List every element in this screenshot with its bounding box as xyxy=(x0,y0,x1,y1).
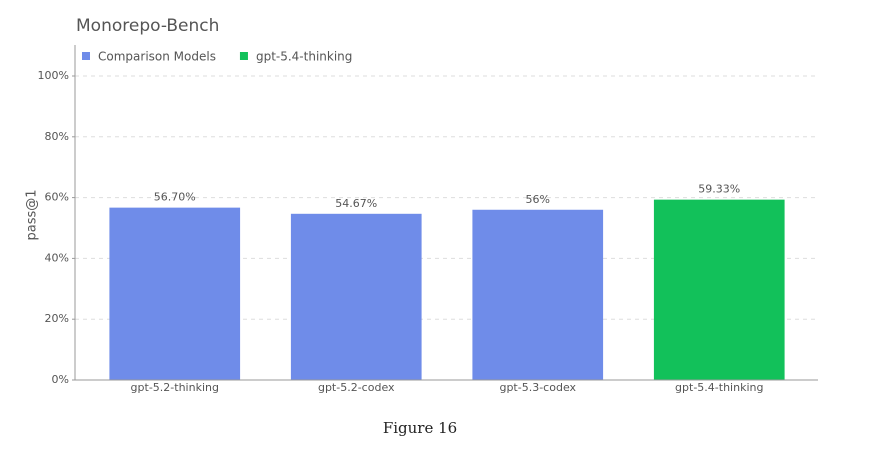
legend-swatch xyxy=(82,52,90,60)
value-label: 59.33% xyxy=(698,183,740,196)
value-label: 56.70% xyxy=(154,191,196,204)
bar xyxy=(472,209,604,380)
bar xyxy=(290,213,422,380)
legend-label: Comparison Models xyxy=(98,50,216,64)
x-tick-label: gpt-5.2-thinking xyxy=(131,381,219,394)
y-axis-label: pass@1 xyxy=(25,189,40,240)
value-label: 56% xyxy=(526,193,550,206)
legend-swatch xyxy=(239,52,248,60)
y-tick-label: 20% xyxy=(45,312,69,325)
bar xyxy=(653,199,785,380)
y-tick-label: 40% xyxy=(45,251,69,264)
y-tick-label: 80% xyxy=(45,130,69,143)
caption: Figure 16 xyxy=(383,419,457,437)
x-tick-label: gpt-5.3-codex xyxy=(499,381,576,394)
legend-label: gpt-5.4-thinking xyxy=(256,50,352,64)
y-tick-label: 100% xyxy=(38,69,69,82)
chart-title: Monorepo-Bench xyxy=(76,16,219,36)
y-tick-label: 60% xyxy=(45,191,69,204)
x-tick-label: gpt-5.4-thinking xyxy=(675,381,763,394)
y-tick-label: 0% xyxy=(52,373,69,386)
x-tick-label: gpt-5.2-codex xyxy=(318,381,395,394)
value-label: 54.67% xyxy=(335,197,377,210)
bar xyxy=(109,207,241,380)
